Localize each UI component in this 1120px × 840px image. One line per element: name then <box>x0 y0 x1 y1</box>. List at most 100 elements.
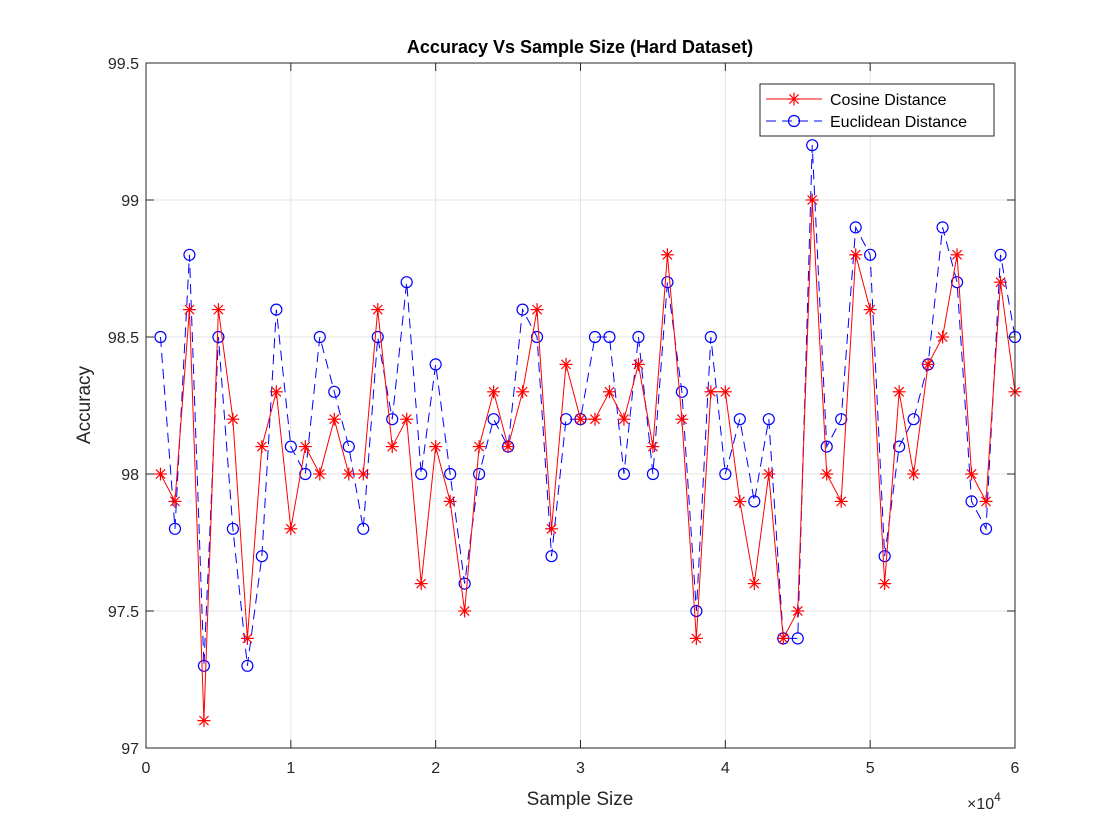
asterisk-stroke <box>184 304 195 315</box>
asterisk-stroke <box>894 386 905 397</box>
data-point <box>878 550 891 563</box>
data-point <box>661 276 674 289</box>
y-tick-label: 97.5 <box>108 604 139 621</box>
y-axis-label: Accuracy <box>74 365 95 444</box>
data-point <box>631 357 645 371</box>
asterisk-stroke <box>227 414 238 425</box>
y-tick-label: 99.5 <box>108 56 139 73</box>
data-point <box>299 467 312 481</box>
asterisk-stroke <box>589 414 601 425</box>
data-point <box>704 330 717 344</box>
data-point <box>907 467 921 481</box>
asterisk-stroke <box>618 414 629 425</box>
data-point <box>284 522 298 536</box>
data-point <box>328 385 341 398</box>
asterisk-stroke <box>155 468 166 480</box>
axis-ticks: 0 1 2 3 4 5 6 97 97.5 98 98.5 99 99.5 <box>108 56 1020 777</box>
asterisk-stroke <box>995 277 1006 288</box>
asterisk-stroke <box>850 249 861 260</box>
data-point <box>487 413 500 426</box>
asterisk-stroke <box>560 359 572 370</box>
data-point <box>313 467 327 481</box>
x-tick-label: 0 <box>142 760 151 777</box>
data-point <box>849 248 863 262</box>
data-point <box>530 303 544 317</box>
x-axis-label: Sample Size <box>527 789 634 810</box>
data-point <box>632 330 645 344</box>
data-point <box>936 221 949 234</box>
data-point <box>327 412 341 426</box>
data-point <box>255 550 268 563</box>
data-point <box>805 193 819 207</box>
asterisk-stroke <box>749 578 760 589</box>
x-tick-label: 2 <box>431 760 440 777</box>
data-point <box>660 248 674 262</box>
data-point <box>342 440 355 453</box>
data-point <box>892 385 906 399</box>
data-point <box>646 440 660 454</box>
legend-asterisk <box>787 92 801 106</box>
y-tick-label: 98 <box>121 467 139 484</box>
data-point <box>559 413 573 426</box>
data-point <box>197 659 211 672</box>
series-line <box>160 199 1016 721</box>
x-exponent-base: ×10 <box>967 796 994 813</box>
data-point <box>168 522 182 535</box>
data-point <box>197 714 211 728</box>
asterisk-stroke <box>836 496 847 507</box>
data-point <box>994 275 1008 289</box>
data-point <box>588 330 602 344</box>
data-point <box>733 413 746 426</box>
asterisk-stroke <box>198 715 209 726</box>
data-point <box>617 412 631 426</box>
data-point <box>501 440 515 454</box>
x-exponent-power: 4 <box>994 790 1001 804</box>
asterisk-stroke <box>879 578 890 589</box>
data-point <box>356 467 370 481</box>
data-point <box>603 330 616 344</box>
data-point <box>255 440 269 454</box>
data-point <box>776 631 790 645</box>
data-point <box>719 467 732 481</box>
asterisk-stroke <box>923 359 934 370</box>
asterisk-stroke <box>981 496 992 507</box>
y-tick-label: 99 <box>121 193 139 210</box>
asterisk-stroke <box>966 468 977 480</box>
asterisk-stroke <box>705 386 716 397</box>
asterisk-stroke <box>242 633 253 644</box>
asterisk-stroke <box>647 441 658 452</box>
data-point <box>211 303 225 317</box>
x-tick-label: 1 <box>286 760 295 777</box>
data-point <box>689 631 703 645</box>
asterisk-stroke <box>517 386 528 397</box>
data-point <box>414 577 428 591</box>
data-point <box>545 550 558 563</box>
asterisk-stroke <box>720 386 731 397</box>
data-point <box>718 385 732 399</box>
data-point <box>473 467 486 481</box>
data-point <box>183 248 196 261</box>
asterisk-stroke <box>952 249 963 260</box>
data-point <box>559 357 573 371</box>
asterisk-stroke <box>401 414 412 425</box>
data-point <box>487 385 501 399</box>
data-point <box>907 413 920 426</box>
asterisk-stroke <box>778 633 789 644</box>
data-point <box>313 330 326 344</box>
asterisk-stroke <box>271 386 282 397</box>
asterisk-stroke <box>213 304 224 315</box>
data-point <box>950 276 964 289</box>
data-point <box>834 494 848 508</box>
data-point <box>806 139 819 152</box>
asterisk-stroke <box>416 578 427 589</box>
data-point <box>429 358 442 371</box>
data-point <box>226 412 240 426</box>
x-axis-exponent: ×104 <box>967 790 1001 813</box>
asterisk-stroke <box>169 496 180 507</box>
data-point <box>284 440 297 453</box>
x-tick-label: 5 <box>866 760 875 777</box>
data-point <box>820 440 833 453</box>
asterisk-stroke <box>358 468 369 480</box>
x-tick-label: 3 <box>576 760 585 777</box>
